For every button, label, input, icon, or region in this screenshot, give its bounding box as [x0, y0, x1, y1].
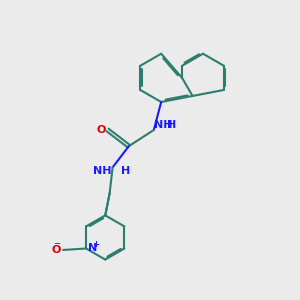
Text: O: O [96, 125, 106, 135]
Text: H: H [167, 120, 176, 130]
Text: H: H [121, 166, 130, 176]
Text: NH: NH [154, 120, 173, 130]
Text: +: + [92, 241, 99, 250]
Text: O: O [52, 245, 62, 255]
Text: NH: NH [93, 166, 111, 176]
Text: N: N [88, 244, 97, 254]
Text: −: − [53, 239, 60, 248]
